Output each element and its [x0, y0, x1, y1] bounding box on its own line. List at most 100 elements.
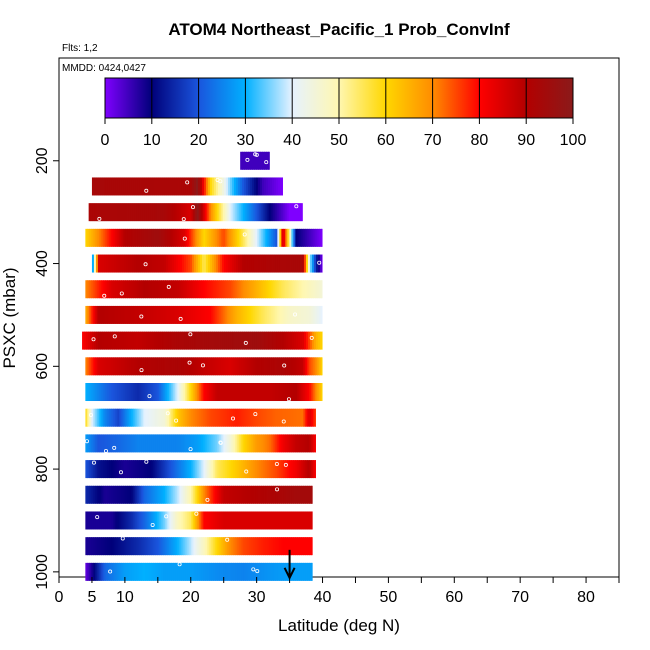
heatmap-cell — [153, 408, 156, 427]
heatmap-cell — [173, 228, 176, 247]
heatmap-cell — [321, 357, 323, 376]
heatmap-cell — [251, 228, 254, 247]
heatmap-cell — [155, 305, 158, 324]
heatmap-cell — [197, 460, 200, 479]
heatmap-cell — [201, 228, 204, 247]
heatmap-cell — [201, 511, 204, 530]
heatmap-cell — [135, 537, 138, 556]
heatmap-cell — [223, 537, 226, 556]
heatmap-cell — [101, 408, 104, 427]
heatmap-cell — [225, 562, 228, 581]
heatmap-cell — [143, 254, 147, 273]
heatmap-cell — [271, 408, 274, 427]
heatmap-cell — [167, 562, 170, 581]
heatmap-cell — [195, 228, 198, 247]
heatmap-cell — [215, 511, 218, 530]
heatmap-cell — [205, 562, 208, 581]
heatmap-cell — [221, 460, 224, 479]
heatmap-cell — [139, 460, 142, 479]
heatmap-cell — [185, 177, 189, 196]
heatmap-cell — [245, 408, 248, 427]
heatmap-cell — [233, 434, 236, 453]
heatmap-cell — [203, 254, 207, 273]
heatmap-cell — [143, 562, 146, 581]
heatmap-cell — [153, 357, 156, 376]
heatmap-cell — [305, 357, 308, 376]
heatmap-cell — [175, 228, 178, 247]
heatmap-cell — [215, 434, 218, 453]
heatmap-cell — [299, 562, 302, 581]
heatmap-cell — [243, 177, 247, 196]
heatmap-cell — [239, 485, 242, 504]
heatmap-cell — [115, 280, 118, 299]
heatmap-cell — [250, 331, 253, 350]
heatmap-cell — [307, 305, 310, 324]
heatmap-cell — [161, 254, 165, 273]
heatmap-cell — [197, 305, 200, 324]
heatmap-cell — [147, 254, 151, 273]
heatmap-cell — [279, 177, 283, 196]
heatmap-cell — [223, 254, 227, 273]
heatmap-cell — [147, 228, 150, 247]
heatmap-cell — [98, 331, 101, 350]
heatmap-cell — [131, 485, 134, 504]
heatmap-cell — [239, 537, 242, 556]
heatmap-cell — [181, 254, 185, 273]
heatmap-cell — [119, 537, 122, 556]
heatmap-cell — [223, 511, 226, 530]
heatmap-cell — [137, 460, 140, 479]
heatmap-cell — [277, 434, 280, 453]
heatmap-cell — [281, 254, 285, 273]
heatmap-cell — [277, 228, 280, 247]
heatmap-cell — [113, 511, 116, 530]
heatmap-cell — [165, 537, 168, 556]
heatmap-cell — [169, 537, 172, 556]
heatmap-cell — [143, 434, 146, 453]
heatmap-cell — [259, 434, 262, 453]
heatmap-cell — [199, 537, 202, 556]
heatmap-cell — [217, 280, 220, 299]
heatmap-cell — [173, 434, 176, 453]
heatmap-cell — [189, 537, 192, 556]
heatmap-cell — [199, 460, 202, 479]
heatmap-cell — [211, 537, 214, 556]
heatmap-cell — [259, 254, 263, 273]
heatmap-cell — [189, 434, 192, 453]
heatmap-cell — [299, 537, 302, 556]
heatmap-cell — [273, 177, 277, 196]
observation-marker — [144, 459, 149, 464]
heatmap-cell — [261, 177, 265, 196]
heatmap-cell — [163, 357, 166, 376]
heatmap-cell — [303, 562, 306, 581]
heatmap-cell — [89, 562, 92, 581]
heatmap-cell — [277, 357, 280, 376]
heatmap-cell — [253, 383, 256, 402]
heatmap-cell — [113, 177, 117, 196]
heatmap-cell — [187, 408, 190, 427]
heatmap-cell — [109, 254, 113, 273]
heatmap-cell — [225, 434, 228, 453]
heatmap-cell — [201, 177, 205, 196]
heatmap-cell — [164, 331, 167, 350]
heatmap-cell — [97, 228, 100, 247]
heatmap-cell — [88, 331, 91, 350]
heatmap-cell — [183, 511, 186, 530]
heatmap-cell — [259, 383, 262, 402]
heatmap-cell — [231, 305, 234, 324]
heatmap-cell — [153, 460, 156, 479]
heatmap-cell — [159, 511, 162, 530]
heatmap-cell — [265, 305, 268, 324]
colorbar-tick-label: 80 — [471, 132, 489, 149]
heatmap-cell — [234, 203, 238, 222]
heatmap-cell — [133, 434, 136, 453]
heatmap-cell — [153, 537, 156, 556]
heatmap-cell — [182, 331, 185, 350]
heatmap-cell — [188, 203, 192, 222]
heatmap-cell — [181, 511, 184, 530]
heatmap-cell — [153, 562, 156, 581]
heatmap-cell — [203, 562, 206, 581]
heatmap-cell — [301, 383, 304, 402]
heatmap-cell — [175, 383, 178, 402]
heatmap-cell — [127, 511, 130, 530]
heatmap-cell — [247, 383, 250, 402]
